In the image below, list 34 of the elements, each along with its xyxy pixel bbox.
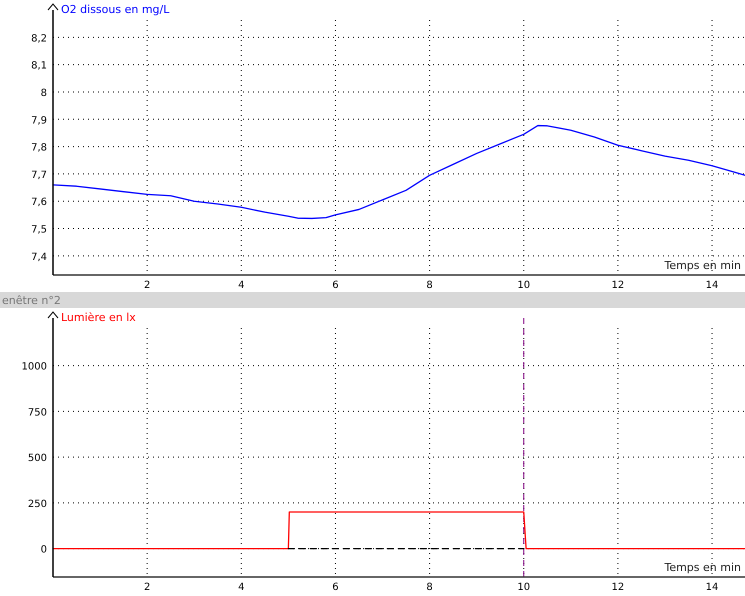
- y-axis-title: O2 dissous en mg/L: [61, 3, 170, 16]
- y-tick-label: 7,9: [31, 115, 47, 126]
- y-tick-label: 250: [28, 498, 47, 510]
- x-tick-label: 10: [517, 280, 530, 291]
- line-series: [52, 124, 745, 220]
- x-tick-label: 8: [426, 582, 433, 593]
- x-tick-label: 14: [706, 582, 718, 593]
- x-tick-label: 12: [612, 280, 624, 291]
- x-tick-label: 10: [517, 582, 530, 593]
- y-tick-label: 7,4: [31, 252, 47, 263]
- x-tick-label: 12: [612, 582, 624, 593]
- chart-title: enêtre n°2: [2, 294, 61, 307]
- y-tick-label: 8,1: [31, 60, 47, 72]
- y-tick-label: 1000: [22, 362, 47, 373]
- x-tick-label: 6: [332, 280, 339, 291]
- x-tick-label: 2: [144, 582, 150, 593]
- y-tick-label: 750: [28, 407, 47, 418]
- x-axis-title: Temps en min: [663, 561, 742, 574]
- y-tick-label: 7,8: [31, 142, 47, 154]
- x-tick-label: 6: [332, 582, 339, 593]
- y-tick-label: 8: [40, 88, 47, 99]
- x-tick-label: 2: [144, 280, 150, 291]
- y-tick-label: 8,2: [31, 33, 47, 44]
- y-tick-label: 7,5: [31, 224, 47, 236]
- y-tick-label: 500: [28, 453, 47, 464]
- x-tick-label: 14: [706, 280, 718, 291]
- y-axis-title: Lumière en lx: [61, 311, 136, 324]
- x-tick-label: 8: [426, 280, 433, 291]
- x-axis-title: Temps en min: [663, 259, 742, 272]
- y-tick-label: 0: [40, 544, 47, 556]
- x-tick-label: 4: [238, 582, 244, 593]
- y-tick-label: 7,7: [31, 170, 47, 181]
- x-tick-label: 4: [238, 280, 244, 291]
- y-tick-label: 7,6: [31, 197, 47, 208]
